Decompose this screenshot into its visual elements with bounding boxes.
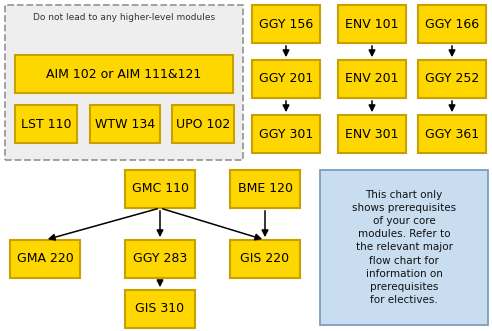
Text: GGY 166: GGY 166	[425, 18, 479, 30]
FancyBboxPatch shape	[172, 105, 234, 143]
FancyBboxPatch shape	[15, 55, 233, 93]
FancyBboxPatch shape	[252, 5, 320, 43]
FancyBboxPatch shape	[125, 240, 195, 278]
FancyBboxPatch shape	[338, 115, 406, 153]
Text: BME 120: BME 120	[238, 182, 293, 196]
Text: ENV 301: ENV 301	[345, 127, 399, 140]
Text: This chart only
shows prerequisites
of your core
modules. Refer to
the relevant : This chart only shows prerequisites of y…	[352, 190, 456, 305]
FancyBboxPatch shape	[252, 60, 320, 98]
Text: GGY 361: GGY 361	[425, 127, 479, 140]
Text: AIM 102 or AIM 111&121: AIM 102 or AIM 111&121	[46, 68, 202, 80]
FancyBboxPatch shape	[230, 170, 300, 208]
Text: GGY 156: GGY 156	[259, 18, 313, 30]
Text: GGY 301: GGY 301	[259, 127, 313, 140]
FancyBboxPatch shape	[320, 170, 488, 325]
Text: GGY 201: GGY 201	[259, 72, 313, 85]
Text: GIS 310: GIS 310	[135, 303, 184, 315]
FancyBboxPatch shape	[230, 240, 300, 278]
FancyBboxPatch shape	[15, 105, 77, 143]
FancyBboxPatch shape	[418, 60, 486, 98]
Text: GMA 220: GMA 220	[17, 253, 73, 265]
FancyBboxPatch shape	[125, 170, 195, 208]
Text: Do not lead to any higher-level modules: Do not lead to any higher-level modules	[33, 13, 215, 22]
FancyBboxPatch shape	[338, 5, 406, 43]
Text: LST 110: LST 110	[21, 118, 71, 130]
Text: GGY 283: GGY 283	[133, 253, 187, 265]
Text: UPO 102: UPO 102	[176, 118, 230, 130]
Text: GIS 220: GIS 220	[241, 253, 290, 265]
Text: ENV 101: ENV 101	[345, 18, 399, 30]
Text: WTW 134: WTW 134	[95, 118, 155, 130]
Text: GMC 110: GMC 110	[131, 182, 188, 196]
FancyBboxPatch shape	[125, 290, 195, 328]
FancyBboxPatch shape	[10, 240, 80, 278]
FancyBboxPatch shape	[418, 115, 486, 153]
FancyBboxPatch shape	[338, 60, 406, 98]
FancyBboxPatch shape	[90, 105, 160, 143]
Text: GGY 252: GGY 252	[425, 72, 479, 85]
FancyBboxPatch shape	[418, 5, 486, 43]
FancyBboxPatch shape	[5, 5, 243, 160]
FancyBboxPatch shape	[252, 115, 320, 153]
Text: ENV 201: ENV 201	[345, 72, 399, 85]
